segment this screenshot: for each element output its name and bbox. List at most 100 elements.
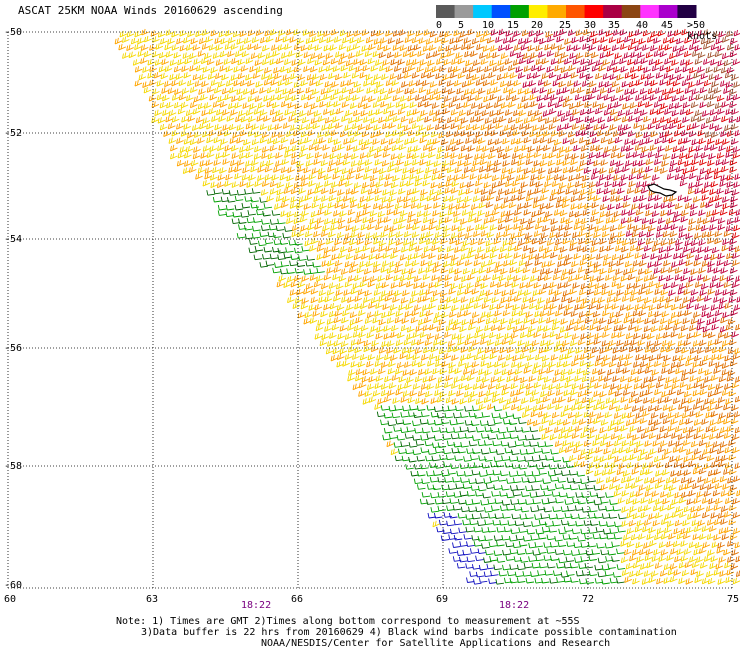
wind-barb	[526, 528, 536, 535]
wind-barb	[491, 347, 500, 354]
wind-barb	[483, 440, 493, 446]
wind-barb	[308, 144, 317, 151]
wind-barb	[419, 289, 427, 296]
wind-barb	[204, 173, 212, 180]
wind-barb	[535, 464, 545, 470]
wind-barb	[664, 513, 673, 520]
wind-barb	[328, 282, 337, 289]
wind-barb	[565, 304, 573, 311]
wind-barb	[660, 210, 668, 217]
wind-barb	[582, 175, 590, 182]
wind-barb	[474, 187, 483, 195]
wind-barb	[254, 145, 262, 153]
wind-barb	[361, 95, 370, 102]
wind-barb	[428, 223, 437, 231]
wind-barb	[668, 388, 677, 396]
wind-barb	[666, 117, 675, 124]
wind-barb	[502, 564, 511, 571]
wind-barb	[420, 189, 428, 196]
wind-barb	[407, 411, 417, 417]
wind-barb	[723, 230, 732, 237]
wind-barb	[359, 354, 368, 361]
wind-barb	[631, 203, 639, 210]
wind-barb	[584, 533, 593, 540]
wind-barb	[611, 303, 620, 310]
wind-barb	[432, 210, 440, 217]
wind-barb	[357, 202, 365, 209]
wind-barb	[323, 173, 332, 181]
wind-barb	[483, 507, 493, 513]
wind-barb	[648, 304, 657, 311]
wind-barb	[564, 352, 573, 360]
colorbar-swatch	[491, 5, 511, 18]
wind-barb	[601, 340, 610, 347]
wind-barb	[384, 180, 392, 188]
wind-barb	[714, 102, 723, 110]
wind-barb	[578, 137, 587, 144]
wind-barb	[385, 131, 393, 138]
wind-barb	[673, 252, 681, 260]
wind-barb	[620, 540, 628, 547]
wind-barb	[650, 253, 658, 260]
wind-barb	[718, 412, 727, 420]
wind-barb	[602, 331, 610, 338]
wind-barb	[282, 122, 291, 129]
wind-barb	[342, 309, 350, 317]
wind-barb	[554, 440, 563, 448]
wind-barb	[713, 87, 722, 94]
wind-barb	[699, 359, 707, 367]
wind-barb	[638, 288, 646, 295]
wind-barb	[555, 333, 564, 340]
wind-barb	[651, 317, 660, 325]
wind-barb	[675, 440, 683, 447]
wind-barb	[688, 130, 697, 138]
wind-barb	[714, 482, 723, 490]
wind-barb	[721, 369, 730, 376]
wind-barb	[734, 462, 740, 470]
wind-barb	[626, 475, 635, 483]
wind-barb	[685, 359, 693, 367]
wind-barb	[354, 130, 362, 137]
wind-barb	[596, 187, 605, 195]
wind-barb	[504, 109, 513, 116]
wind-barb	[707, 138, 715, 145]
wind-barb	[588, 282, 596, 289]
wind-barb	[563, 281, 572, 288]
wind-barb	[625, 353, 634, 360]
wind-barb	[585, 497, 595, 504]
wind-barb	[130, 37, 139, 45]
wind-barb	[442, 528, 452, 534]
wind-barb	[445, 427, 455, 434]
wind-barb	[398, 280, 407, 288]
wind-barb	[566, 44, 575, 52]
wind-barb	[191, 124, 200, 132]
wind-barb	[411, 309, 420, 317]
wind-barb	[143, 50, 152, 58]
wind-barb	[548, 152, 557, 159]
wind-barb	[700, 382, 708, 390]
wind-barb	[512, 304, 520, 311]
wind-barb	[253, 254, 263, 261]
wind-barb	[347, 346, 356, 353]
wind-barb	[662, 339, 670, 347]
wind-barb	[438, 172, 446, 180]
wind-barb	[509, 288, 518, 296]
wind-barb	[726, 174, 735, 181]
wind-barb	[506, 274, 515, 281]
wind-barb	[650, 130, 659, 138]
wind-barb	[670, 331, 679, 338]
wind-barb	[152, 51, 160, 58]
wind-barb	[556, 577, 565, 583]
wind-barb	[543, 130, 551, 137]
wind-barb	[672, 324, 681, 331]
wind-barb	[419, 136, 428, 144]
wind-barb	[714, 194, 723, 202]
wind-barb	[635, 275, 644, 283]
wind-barb	[410, 470, 419, 477]
wind-barb	[471, 513, 481, 520]
wind-barb	[460, 130, 469, 137]
wind-barb	[672, 446, 681, 453]
wind-barb	[566, 462, 575, 468]
wind-barb	[687, 477, 696, 484]
wind-barb	[394, 405, 403, 411]
